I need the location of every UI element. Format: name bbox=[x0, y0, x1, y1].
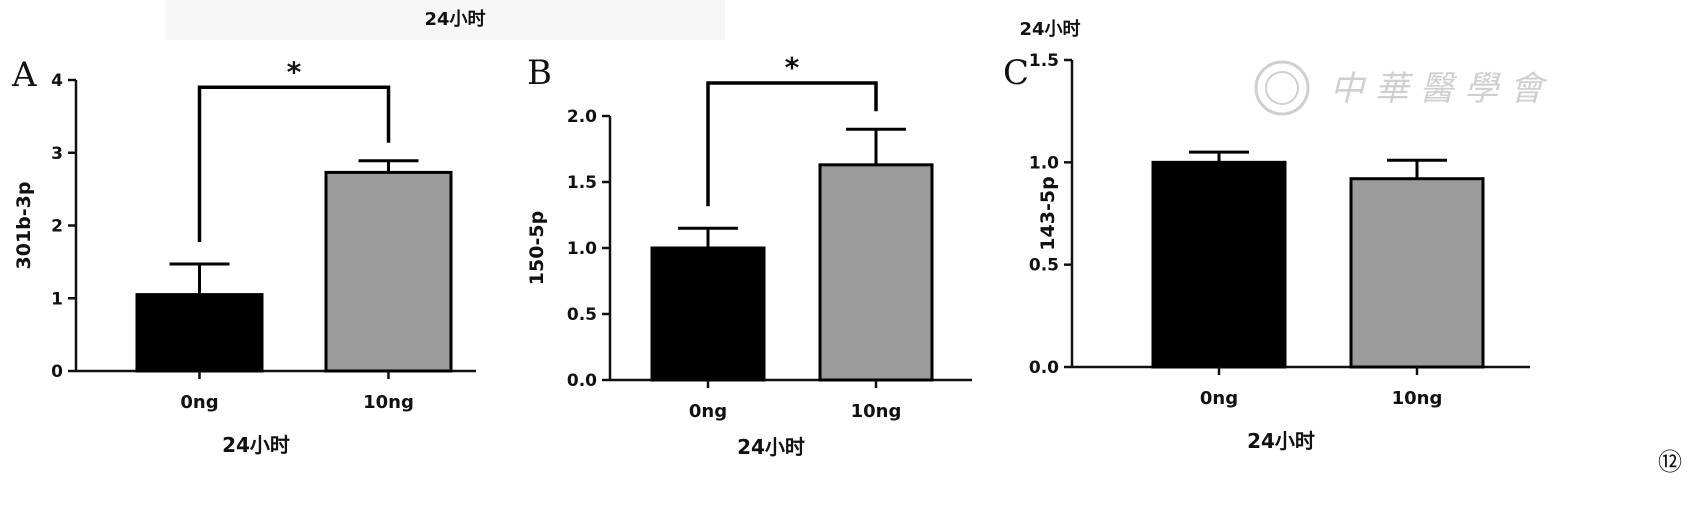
y-axis-label: 150-5p bbox=[526, 211, 548, 285]
y-tick-label: 1 bbox=[51, 289, 63, 309]
watermark: 中 華 醫 學 會 bbox=[1254, 60, 1548, 116]
x-tick-label: 10ng bbox=[1392, 388, 1443, 409]
bar-0ng bbox=[650, 246, 766, 382]
bar-0ng bbox=[135, 293, 264, 373]
y-tick-label: 1.0 bbox=[1029, 153, 1059, 173]
y-tick-label: 2.0 bbox=[567, 107, 597, 127]
x-tick-label: 0ng bbox=[180, 392, 218, 413]
watermark-text: 中 華 醫 學 會 bbox=[1330, 69, 1548, 109]
bar-10ng bbox=[324, 170, 453, 373]
x-axis-label: 24小时 bbox=[1247, 429, 1315, 453]
y-tick-label: 0.5 bbox=[1029, 256, 1059, 276]
chart-title: 24小时 bbox=[424, 9, 485, 30]
panel-c: C 24小时 0.0 0.5 1.0 1.5 0ng 10ng 143-5p 24小时 bbox=[1003, 19, 1530, 453]
watermark-seal-inner bbox=[1265, 71, 1299, 105]
y-tick-label: 2 bbox=[51, 217, 63, 237]
y-tick-label: 0.5 bbox=[567, 305, 597, 325]
significance-marker: * bbox=[287, 55, 302, 88]
x-tick-label: 10ng bbox=[363, 392, 414, 413]
panel-letter: B bbox=[527, 53, 552, 93]
y-tick-label: 0.0 bbox=[1029, 358, 1059, 378]
chart-title: 24小时 bbox=[1019, 19, 1080, 40]
significance-bracket bbox=[706, 81, 878, 207]
watermark-seal-icon bbox=[1254, 60, 1310, 116]
y-tick-label: 3 bbox=[51, 144, 63, 164]
y-tick-label: 0.0 bbox=[567, 371, 597, 391]
significance-marker: * bbox=[785, 51, 800, 84]
bar-10ng bbox=[1349, 177, 1485, 369]
title-band bbox=[165, 0, 725, 40]
x-tick-label: 10ng bbox=[851, 401, 902, 422]
x-axis-label: 24小时 bbox=[737, 435, 805, 459]
bar-10ng bbox=[818, 163, 934, 382]
chart-panels: A 24小时 0 1 2 3 4 0ng 10ng * 301b-3p 24小时 B 0.0 0.5 1.0 1… bbox=[11, 9, 1530, 459]
y-axis-label: 301b-3p bbox=[13, 182, 35, 270]
panel-b: B 0.0 0.5 1.0 1.5 2.0 0ng 10ng * 150-5p 24小时 bbox=[526, 51, 972, 459]
figure-number: ⑫ bbox=[1658, 448, 1682, 476]
y-tick-label: 4 bbox=[51, 71, 63, 91]
x-tick-label: 0ng bbox=[689, 401, 727, 422]
y-axis-label: 143-5p bbox=[1037, 176, 1059, 250]
y-tick-label: 1.5 bbox=[1029, 51, 1059, 71]
bar-0ng bbox=[1151, 160, 1287, 369]
x-tick-label: 0ng bbox=[1200, 388, 1238, 409]
panel-a: A 24小时 0 1 2 3 4 0ng 10ng * 301b-3p 24小时 bbox=[11, 9, 486, 457]
x-axis-label: 24小时 bbox=[222, 433, 290, 457]
panel-letter: C bbox=[1003, 53, 1029, 93]
panel-letter: A bbox=[11, 55, 37, 95]
y-tick-label: 1.5 bbox=[567, 173, 597, 193]
y-tick-label: 1.0 bbox=[567, 239, 597, 259]
significance-bracket bbox=[197, 85, 391, 243]
y-tick-label: 0 bbox=[51, 362, 63, 382]
